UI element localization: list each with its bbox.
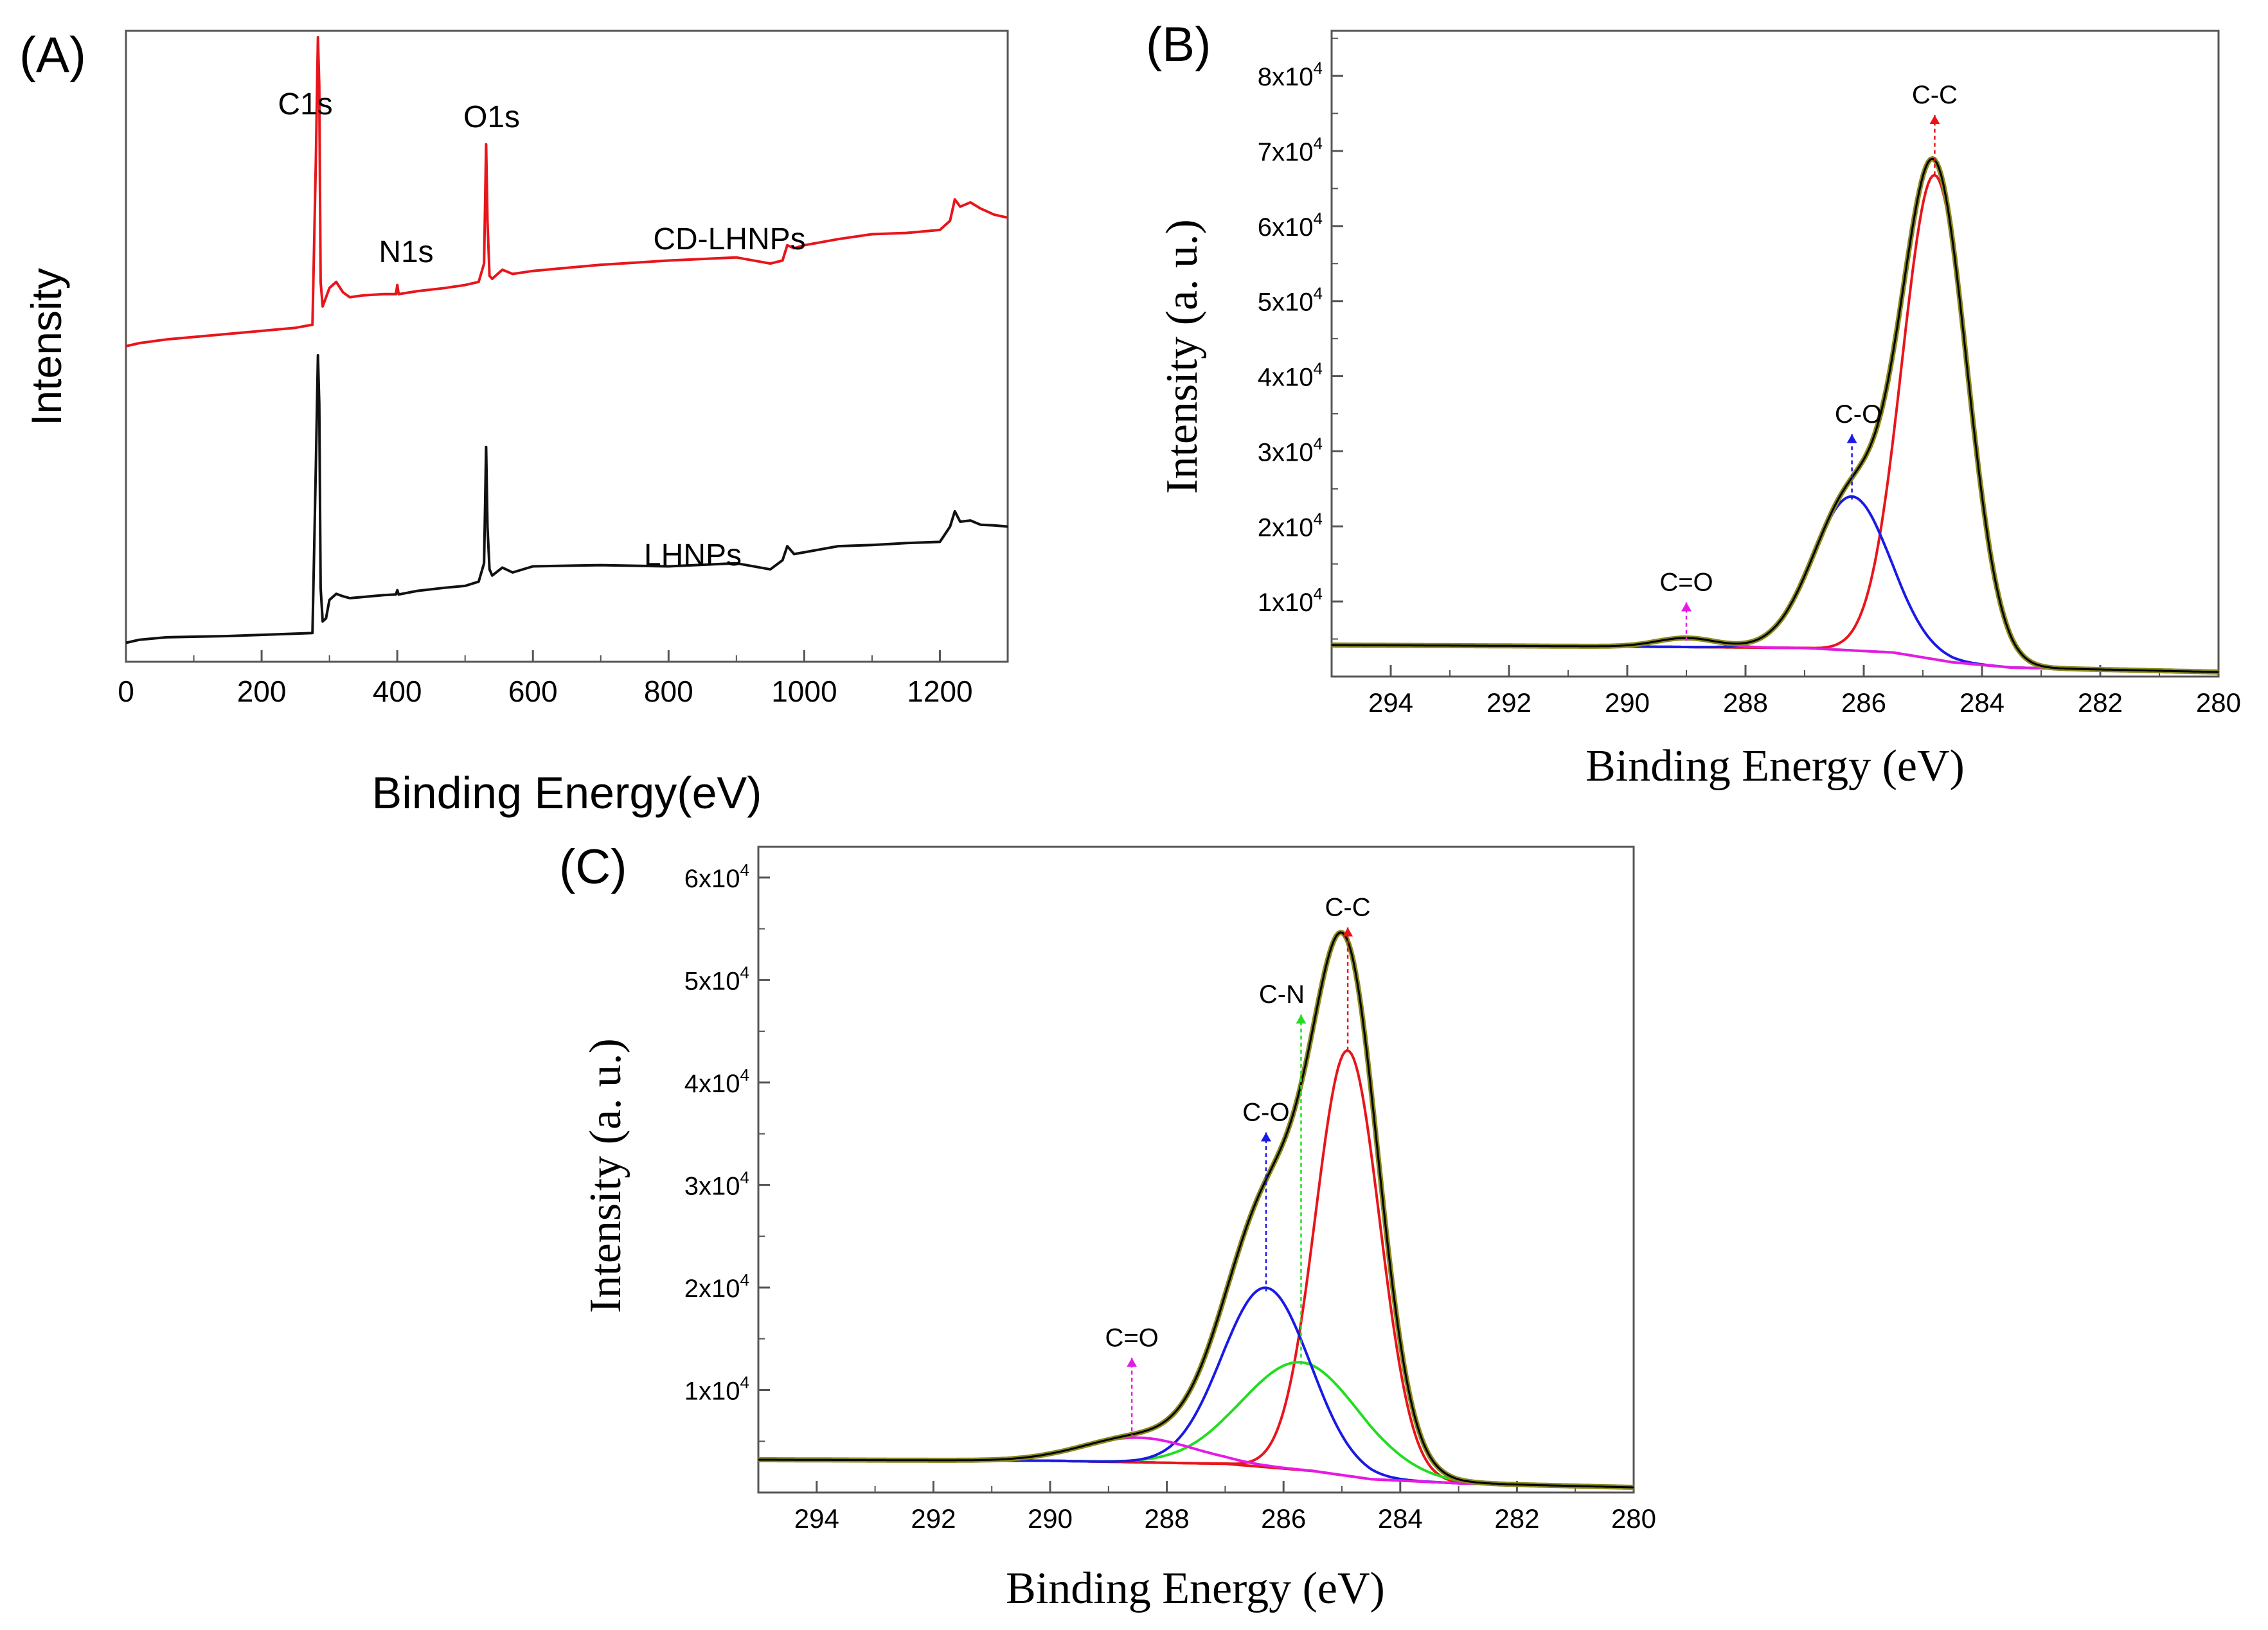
panel-c-y-tick-label: 3x104 (684, 1167, 749, 1200)
panel-a-x-axis-label: Binding Energy(eV) (372, 768, 762, 818)
panel-a-y-axis-label: Intensity (22, 268, 70, 426)
panel-b-x-tick-label: 282 (2078, 687, 2123, 718)
panel-a-x-tick-label: 1200 (907, 675, 972, 708)
panel-c-c1s-lhnps: (C) 294 292 290 288 286 284 282 280 1x104 2x104 3x… (559, 840, 1656, 1613)
panel-a-x-tick-label: 1000 (771, 675, 837, 708)
panel-c-envelope-measured (758, 931, 1634, 1489)
n1s-annotation: N1s (379, 235, 433, 269)
panel-c-y-tick-label: 4x104 (684, 1065, 749, 1098)
panel-a-x-tick-label: 0 (118, 675, 134, 708)
panel-b-peak-label: C=O (1659, 569, 1713, 597)
panel-c-peak-label: C-N (1259, 980, 1305, 1009)
cd-lhnps-series-label: CD-LHNPs (653, 222, 805, 256)
panel-c-x-tick-label: 294 (794, 1503, 839, 1534)
panel-b-x-axis-label: Binding Energy (eV) (1585, 741, 1965, 791)
panel-a-label: (A) (19, 26, 86, 83)
panel-c-peak-arrow (1343, 927, 1353, 937)
panel-b-y-tick-label: 6x104 (1258, 209, 1323, 242)
panel-b-x-tick-label: 280 (2196, 687, 2241, 718)
panel-b-c1s-cd-lhnps: (B) 294 292 290 288 286 284 282 280 1x104 2x104 3x… (1146, 17, 2241, 791)
panel-b-envelope-measured (1332, 157, 2219, 673)
panel-b-y-tick-label: 1x104 (1258, 584, 1323, 617)
panel-c-peak-label: C-O (1242, 1099, 1289, 1127)
panel-a-x-tick-label: 600 (508, 675, 558, 708)
panel-c-x-tick-label: 286 (1261, 1503, 1306, 1534)
panel-b-y-tick-label: 8x104 (1258, 58, 1323, 91)
panel-c-y-tick-label: 2x104 (684, 1270, 749, 1303)
panel-a-series (125, 36, 1008, 644)
panel-c-fit-curves (758, 929, 1634, 1490)
panel-c-ticks: 294 292 290 288 286 284 282 280 1x104 2x104 3x104 4… (684, 860, 1656, 1534)
panel-c-peak-arrow (1260, 1132, 1271, 1142)
panel-c-x-tick-label: 282 (1494, 1503, 1539, 1534)
panel-b-x-tick-label: 292 (1487, 687, 1531, 718)
panel-a-x-ticks: 0 200 400 600 800 1000 1200 (118, 650, 973, 708)
panel-b-y-axis-label: Intensity (a. u.) (1157, 219, 1207, 494)
panel-b-y-tick-label: 4x104 (1258, 359, 1323, 392)
panel-a-x-tick-label: 400 (373, 675, 422, 708)
panel-b-y-tick-label: 5x104 (1258, 284, 1323, 317)
panel-c-y-tick-label: 5x104 (684, 962, 749, 995)
panel-c-y-axis-label: Intensity (a. u.) (581, 1038, 630, 1313)
panel-c-x-tick-label: 290 (1028, 1503, 1073, 1534)
panel-c-x-axis-label: Binding Energy (eV) (1006, 1564, 1385, 1613)
panel-c-x-tick-label: 280 (1611, 1503, 1656, 1534)
panel-b-y-tick-label: 7x104 (1258, 134, 1323, 166)
panel-b-peak-label: C-O (1835, 400, 1882, 429)
panel-b-x-tick-label: 294 (1368, 687, 1413, 718)
panel-b-peak-markers: C-C C-O C=O (1659, 81, 1958, 641)
lhnps-spectrum-line (125, 354, 1008, 644)
panel-c-peak-arrow (1127, 1358, 1138, 1367)
panel-c-y-tick-label: 6x104 (684, 860, 749, 893)
panel-b-peak-label: C-C (1912, 81, 1958, 109)
panel-a-x-tick-label: 200 (237, 675, 287, 708)
panel-b-x-tick-label: 286 (1841, 687, 1886, 718)
panel-c-y-tick-label: 1x104 (684, 1372, 749, 1405)
panel-b-label: (B) (1146, 17, 1211, 72)
panel-c-x-tick-label: 284 (1378, 1503, 1423, 1534)
panel-a-survey-spectrum: (A) 0 200 400 600 800 1000 1200 Intensity Bind… (19, 26, 1009, 818)
cd-lhnps-spectrum-line (125, 36, 1008, 348)
panel-b-y-tick-label: 2x104 (1258, 509, 1323, 542)
lhnps-series-label: LHNPs (644, 538, 742, 572)
panel-c-label: (C) (559, 840, 627, 894)
panel-b-peak-arrow (1846, 434, 1857, 443)
panel-a-x-tick-label: 800 (644, 675, 693, 708)
panel-c-peak-label: C=O (1105, 1324, 1158, 1352)
o1s-annotation: O1s (463, 100, 520, 134)
panel-b-y-tick-label: 3x104 (1258, 434, 1323, 466)
panel-c-peak-markers: C-C C-N C-O C=O (1105, 893, 1371, 1439)
panel-b-x-tick-label: 284 (1960, 687, 2005, 718)
c1s-annotation: C1s (278, 87, 332, 121)
panel-c-x-tick-label: 288 (1145, 1503, 1190, 1534)
panel-c-frame (757, 846, 1635, 1494)
panel-c-peak-arrow (1296, 1014, 1307, 1024)
panel-b-x-tick-label: 288 (1723, 687, 1768, 718)
panel-c-peak-label: C-C (1325, 893, 1371, 921)
panel-b-x-tick-label: 290 (1605, 687, 1650, 718)
panel-b-frame (1330, 30, 2220, 678)
panel-c-x-tick-label: 292 (911, 1503, 956, 1534)
panel-b-fit-curves (1332, 155, 2219, 675)
panel-a-frame (125, 30, 1009, 663)
panel-b-peak-arrow (1929, 115, 1940, 125)
panel-b-ticks: 294 292 290 288 286 284 282 280 1x104 2x104 3x104 4… (1258, 37, 2241, 718)
panel-b-peak-arrow (1681, 602, 1692, 612)
